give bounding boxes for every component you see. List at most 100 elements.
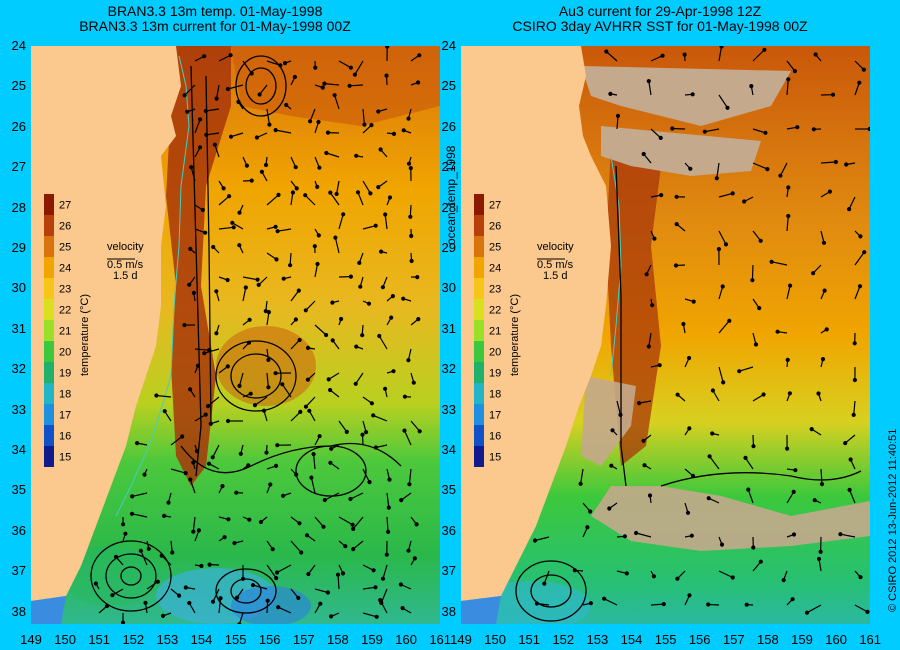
current-arrow [349,84,364,87]
current-arrowhead [266,385,271,390]
current-arrow [242,287,247,302]
current-arrowhead [350,522,355,527]
current-arrowhead [303,404,308,409]
current-arrow [362,180,371,194]
current-arrowhead [687,593,692,598]
current-arrow [786,79,789,96]
current-arrowhead [409,258,414,264]
current-arrowhead [391,369,396,374]
current-arrowhead [202,54,207,59]
current-arrowhead [670,126,675,131]
current-arrowhead [387,195,393,200]
current-arrowhead [249,178,254,183]
current-arrowhead [763,130,768,135]
current-arrowhead [142,472,147,477]
current-arrowhead [778,173,783,178]
current-arrowhead [707,454,712,459]
current-arrowhead [266,310,271,315]
colorbar-swatch [44,278,54,299]
current-arrowhead [276,192,281,197]
current-arrowhead [313,65,318,70]
current-arrowhead [322,497,327,503]
current-arrowhead [812,498,817,503]
current-arrowhead [852,377,857,383]
current-arrowhead [254,135,259,140]
current-arrowhead [264,450,269,455]
current-arrowhead [348,274,353,279]
lon-label: 155 [224,632,247,647]
current-arrowhead [809,427,814,432]
current-arrowhead [389,315,394,320]
current-arrow [854,285,861,300]
lon-label: 161 [859,632,882,647]
land-australia [461,46,611,601]
colorbar-tick: 17 [489,410,501,422]
lon-label: 149 [450,632,472,647]
current-arrowhead [399,498,404,503]
current-arrow [324,83,340,86]
current-arrowhead [199,563,204,569]
lat-label: 26 [11,118,26,134]
current-arrowhead [329,446,334,451]
current-arrowhead [408,214,413,219]
current-arrow [336,180,340,195]
current-arrowhead [207,562,212,567]
current-arrowhead [214,331,219,336]
current-arrowhead [247,517,252,522]
current-arrowhead [130,494,135,499]
current-arrowhead [256,282,261,287]
current-arrow [218,54,231,62]
current-arrowhead [299,550,304,555]
current-arrowhead [402,394,407,399]
current-arrowhead [844,162,849,167]
current-arrowhead [250,582,256,588]
current-arrowhead [237,622,242,624]
current-arrowhead [221,186,226,191]
cloud-mask [591,486,870,551]
current-arrow [266,564,277,579]
current-arrow [378,335,388,350]
current-arrowhead [706,496,711,501]
lat-label: 36 [441,522,456,538]
current-arrowhead [123,531,128,536]
credit-text: © CSIRO 2012 13-Jun-2012 11:40:51 [887,428,899,612]
title-left-line2: BRAN3.3 13m current for 01-May-1998 00Z [79,18,351,34]
current-arrowhead [366,301,372,306]
eddy-streamlines [515,165,862,622]
current-arrowhead [311,452,316,457]
current-arrowhead [325,130,331,135]
current-arrowhead [386,505,391,510]
current-arrowhead [407,482,412,487]
current-arrowhead [273,224,278,229]
current-arrow [820,161,836,164]
current-arrowhead [578,481,583,486]
lon-label: 151 [88,632,111,647]
current-arrow [266,312,270,326]
lon-label: 152 [122,632,145,647]
current-arrowhead [588,509,593,514]
current-arrow [170,436,183,446]
current-arrowhead [675,392,680,397]
current-arrowhead [226,418,231,424]
current-arrow [329,192,340,206]
current-arrowhead [316,119,321,125]
current-arrowhead [390,294,395,299]
current-arrowhead [688,166,693,171]
current-arrowhead [234,490,239,495]
lat-label: 35 [11,482,26,498]
current-arrowhead [191,290,196,295]
current-arrowhead [162,409,167,414]
current-arrowhead [409,233,414,239]
current-arrow [205,108,220,112]
current-arrowhead [416,80,421,85]
current-arrowhead [687,426,692,431]
current-arrowhead [821,240,827,245]
current-arrow [648,332,652,347]
current-arrowhead [857,80,862,85]
colorbar-tick: 19 [489,368,501,380]
lat-label: 25 [11,78,26,94]
current-arrow [854,604,868,613]
current-arrow [650,55,663,62]
current-arrowhead [129,511,135,516]
colorbar-tick: 19 [59,368,71,380]
